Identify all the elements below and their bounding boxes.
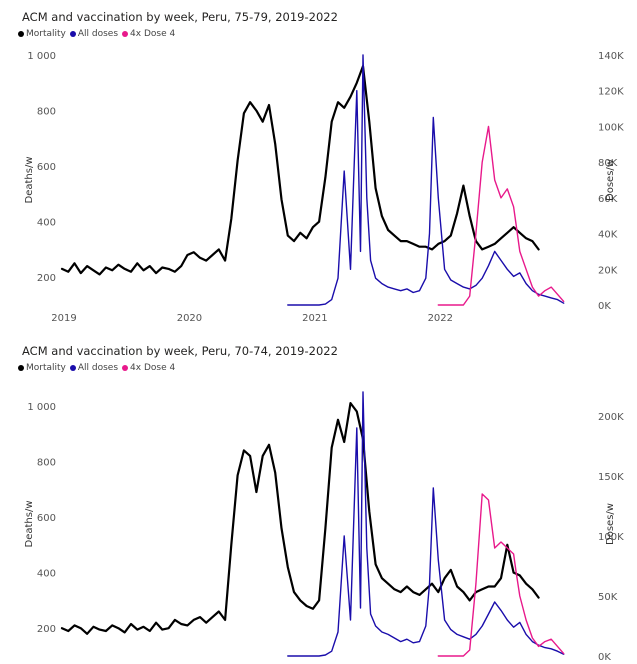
legend-swatch — [69, 365, 76, 371]
y2-tick-label: 60K — [598, 194, 618, 205]
y2-tick-label: 0K — [598, 301, 611, 312]
y-tick-label: 200 — [37, 624, 56, 635]
y2-tick-label: 200K — [598, 412, 624, 423]
y-tick-label: 600 — [37, 162, 56, 173]
y-axis-title: Deaths/w — [24, 157, 35, 204]
y-axis-title: Deaths/w — [24, 501, 35, 548]
legend-item-dose-4: 4x Dose 4 — [122, 29, 175, 39]
legend-label: Mortality — [26, 29, 66, 39]
legend-label: 4x Dose 4 — [130, 363, 176, 373]
y-tick-label: 400 — [37, 218, 56, 229]
x-tick-label: 2021 — [302, 313, 327, 324]
legend-label: All doses — [77, 29, 119, 39]
y2-tick-label: 120K — [598, 87, 624, 98]
legend-swatch — [18, 31, 24, 37]
x-tick-label: 2020 — [177, 313, 202, 324]
y-tick-label: 800 — [37, 107, 56, 118]
legend-item-dose-4: 4x Dose 4 — [122, 363, 175, 373]
y2-tick-label: 20K — [598, 265, 618, 276]
y-tick-label: 800 — [37, 457, 56, 468]
y2-axis-title: Doses/w — [605, 159, 616, 201]
y2-tick-label: 40K — [598, 230, 618, 241]
chart-panel-70-74: ACM and vaccination by week, Peru, 70-74… — [0, 344, 637, 664]
y2-tick-label: 0K — [598, 652, 611, 663]
chart-title: ACM and vaccination by week, Peru, 75-79… — [22, 10, 338, 24]
legend-swatch — [122, 31, 129, 37]
x-tick-label: 2022 — [428, 313, 453, 324]
y2-tick-label: 100K — [598, 122, 624, 133]
y2-tick-label: 100K — [598, 532, 624, 543]
legend-item-mortality: Mortality — [18, 29, 66, 39]
chart-title: ACM and vaccination by week, Peru, 70-74… — [22, 344, 338, 358]
y2-tick-label: 80K — [598, 158, 618, 169]
legend-label: 4x Dose 4 — [130, 29, 176, 39]
chart-plot: 200 400 600 800 1 000 0K 20K 40K 60K 80K 100K 120K 1… — [24, 51, 624, 324]
series-line-4x-dose-4 — [437, 125, 565, 306]
y-tick-label: 400 — [37, 569, 56, 580]
y2-tick-label: 140K — [598, 51, 624, 62]
x-tick-label: 2019 — [51, 313, 76, 324]
series-line-mortality — [60, 65, 540, 276]
chart-panel-75-79: ACM and vaccination by week, Peru, 75-79… — [0, 10, 637, 330]
legend-swatch — [69, 31, 76, 37]
y2-tick-label: 50K — [598, 592, 618, 603]
y-tick-label: 600 — [37, 513, 56, 524]
series-line-all-doses — [287, 54, 565, 306]
y2-tick-label: 150K — [598, 472, 624, 483]
y-tick-label: 1 000 — [27, 51, 56, 62]
legend-label: All doses — [77, 363, 119, 373]
series-line-4x-dose-4 — [437, 493, 565, 657]
chart-legend: Mortality All doses 4x Dose 4 — [18, 29, 175, 39]
legend-item-mortality: Mortality — [18, 363, 66, 373]
series-line-all-doses — [287, 391, 565, 657]
legend-label: Mortality — [26, 363, 66, 373]
y-tick-label: 200 — [37, 273, 56, 284]
legend-swatch — [122, 365, 129, 371]
legend-swatch — [18, 365, 24, 371]
y-tick-label: 1 000 — [27, 402, 56, 413]
series-line-mortality — [60, 402, 540, 635]
y2-axis-title: Doses/w — [605, 503, 616, 545]
chart-legend: Mortality All doses 4x Dose 4 — [18, 363, 175, 373]
legend-item-all-doses: All doses — [69, 29, 119, 39]
legend-item-all-doses: All doses — [69, 363, 119, 373]
